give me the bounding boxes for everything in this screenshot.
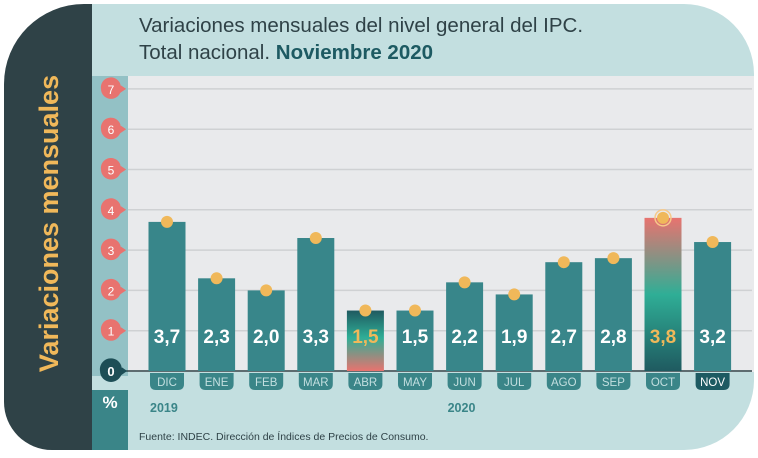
tick-bubble xyxy=(101,320,121,341)
category-tag xyxy=(646,373,680,390)
tick-pointer xyxy=(118,245,126,256)
y-tick-label: 5 xyxy=(108,164,115,178)
bar-mar xyxy=(297,238,335,371)
year-label-2020: 2020 xyxy=(447,401,476,415)
bar-value-label: 3,8 xyxy=(650,327,676,348)
title-prefix: Total nacional. xyxy=(139,41,271,64)
tick-pointer xyxy=(118,285,126,296)
bar-value-label: 1,5 xyxy=(352,327,379,348)
category-tag xyxy=(546,373,581,390)
category-tag xyxy=(398,373,432,390)
x-tick-label: FEB xyxy=(255,377,278,389)
marker-dot xyxy=(359,304,372,317)
side-panel xyxy=(4,4,96,450)
bar-jul xyxy=(495,294,533,371)
category-tag xyxy=(447,373,482,390)
marker-dot xyxy=(508,288,521,301)
category-tag xyxy=(150,373,184,390)
marker-dot xyxy=(409,304,421,317)
x-tick-label: JUN xyxy=(453,377,475,389)
x-tick-label: NOV xyxy=(700,377,725,389)
bar-value-label: 2,0 xyxy=(253,327,279,348)
bar-value-label: 1,5 xyxy=(402,327,429,348)
y-unit-label: % xyxy=(102,393,118,412)
unit-strip xyxy=(92,390,128,450)
title-line-2: Total nacional. Noviembre 2020 xyxy=(139,39,583,66)
marker-dot xyxy=(260,284,273,297)
marker-dot xyxy=(557,256,570,269)
tick-bubble xyxy=(101,199,121,220)
y-tick-label: 4 xyxy=(108,204,115,218)
tick-pointer xyxy=(118,164,126,175)
year-label-2019: 2019 xyxy=(150,401,178,415)
x-tick-label: MAY xyxy=(403,377,427,389)
category-tag xyxy=(298,373,333,390)
marker-dot xyxy=(657,211,669,224)
marker-ring xyxy=(654,209,672,227)
y-tick-label: 6 xyxy=(108,123,115,137)
tick-bubble xyxy=(101,78,121,99)
category-tag xyxy=(497,373,532,390)
bar-value-label: 3,7 xyxy=(154,327,180,348)
marker-dot xyxy=(161,215,173,228)
tick-bubble xyxy=(101,280,121,301)
tick-pointer xyxy=(119,366,127,376)
title-highlight: Noviembre 2020 xyxy=(275,41,434,64)
bar-may xyxy=(396,310,434,371)
tick-pointer xyxy=(118,83,126,94)
bar-value-label: 3,3 xyxy=(303,327,329,348)
marker-dot xyxy=(706,236,719,249)
chart-title: Variaciones mensuales del nivel general … xyxy=(139,12,583,66)
bar-value-label: 1,9 xyxy=(501,327,527,348)
y-tick-label: 1 xyxy=(108,325,115,339)
bar-value-label: 2,8 xyxy=(600,327,626,348)
bar-value-label: 3,2 xyxy=(699,327,725,348)
bar-value-label: 2,7 xyxy=(551,327,577,348)
bar-abr xyxy=(346,310,384,371)
x-tick-label: SEP xyxy=(602,377,625,389)
bar-value-label: 2,3 xyxy=(203,327,229,348)
y-tick-label: 0 xyxy=(107,364,114,379)
x-tick-label: DIC xyxy=(157,377,177,389)
tick-bubble xyxy=(101,240,121,261)
marker-dot xyxy=(458,276,471,289)
y-tick-label: 2 xyxy=(108,284,115,298)
category-tag xyxy=(348,373,383,390)
tick-pointer xyxy=(118,325,126,336)
bar-oct xyxy=(644,217,682,371)
bar-ene xyxy=(198,278,236,371)
x-tick-label: MAR xyxy=(303,377,329,389)
category-tag xyxy=(199,373,234,390)
bar-nov xyxy=(694,242,732,371)
x-tick-label: OCT xyxy=(651,377,675,389)
tick-bubble xyxy=(100,360,122,382)
bar-dic xyxy=(148,221,186,371)
title-line-1: Variaciones mensuales del nivel general … xyxy=(139,14,584,37)
bar-sep xyxy=(594,258,632,371)
tick-pointer xyxy=(118,124,126,135)
tick-bubble xyxy=(101,159,121,180)
marker-dot xyxy=(309,232,322,245)
x-tick-label: JUL xyxy=(504,377,525,389)
category-tag xyxy=(249,373,284,390)
bar-ago xyxy=(545,262,583,371)
source-note: Fuente: INDEC. Dirección de Índices de P… xyxy=(139,431,429,443)
tick-bubble xyxy=(101,119,121,140)
bar-feb xyxy=(247,290,285,371)
x-tick-label: ENE xyxy=(205,377,229,389)
category-tag xyxy=(695,373,730,390)
tick-pointer xyxy=(118,204,126,215)
y-tick-label: 7 xyxy=(108,83,115,97)
marker-dot xyxy=(210,272,223,285)
category-tag xyxy=(596,373,631,390)
x-tick-label: ABR xyxy=(354,377,378,389)
bar-value-label: 2,2 xyxy=(451,327,477,348)
marker-dot xyxy=(607,252,620,265)
y-tick-label: 3 xyxy=(108,244,115,258)
x-tick-label: AGO xyxy=(551,377,577,389)
bar-jun xyxy=(446,282,484,371)
